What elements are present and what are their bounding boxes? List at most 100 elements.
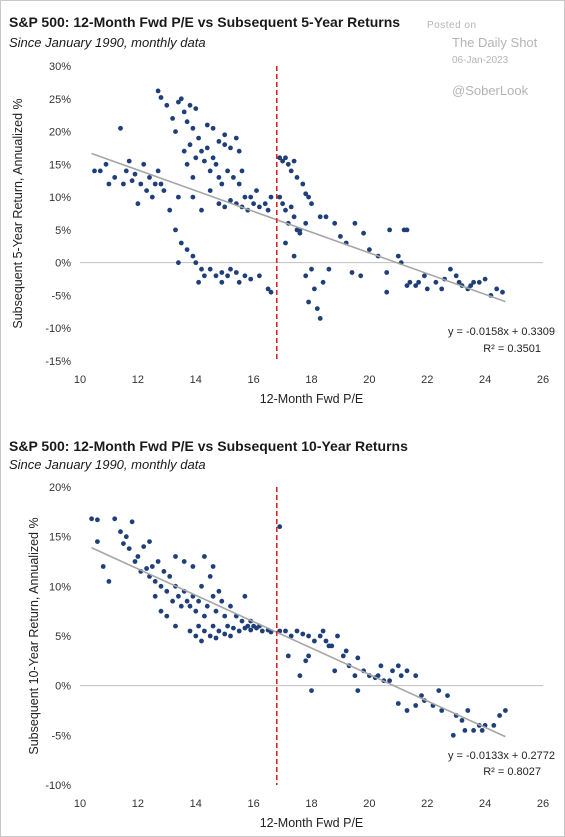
data-point (254, 625, 259, 631)
data-point (291, 214, 297, 220)
data-point (155, 88, 161, 94)
data-point (135, 554, 141, 559)
chart-panel-10y: S&P 500: 12-Month Fwd P/E vs Subsequent … (0, 432, 565, 837)
data-point (251, 201, 256, 207)
data-point (285, 653, 291, 659)
data-point (236, 628, 242, 634)
data-point (118, 529, 123, 535)
data-point (283, 240, 288, 246)
data-point (202, 554, 207, 559)
data-point (245, 623, 251, 629)
data-point (106, 579, 112, 584)
x-tick-label: 12 (132, 374, 144, 386)
data-point (190, 175, 196, 180)
y-tick-label: 20% (49, 482, 71, 494)
y-tick-label: 15% (49, 159, 71, 171)
data-point (170, 116, 176, 121)
data-point (184, 247, 190, 253)
data-point (176, 260, 181, 266)
data-point (199, 266, 204, 272)
data-point (135, 201, 141, 207)
data-point (361, 230, 366, 236)
data-point (398, 673, 404, 679)
data-point (216, 139, 222, 144)
data-point (317, 214, 323, 220)
data-point (158, 583, 164, 589)
data-point (144, 188, 150, 194)
data-point (164, 102, 170, 108)
data-point (236, 279, 242, 285)
data-point (152, 579, 158, 584)
r-squared-label: R² = 0.8027 (483, 766, 541, 778)
data-point (285, 161, 291, 167)
x-tick-label: 24 (479, 798, 491, 810)
data-point (129, 519, 135, 525)
data-point (158, 181, 164, 187)
y-tick-label: -5% (51, 290, 71, 302)
data-point (309, 688, 314, 693)
data-point (184, 161, 190, 167)
data-point (210, 564, 216, 569)
y-tick-label: 25% (49, 94, 71, 106)
data-point (384, 270, 390, 275)
data-point (207, 633, 213, 639)
x-tick-label: 20 (363, 798, 375, 810)
data-point (149, 194, 155, 200)
data-point (471, 728, 476, 733)
data-point (395, 253, 401, 259)
data-point (448, 266, 453, 272)
data-point (280, 201, 285, 207)
data-point (242, 194, 248, 200)
x-tick-label: 26 (537, 798, 549, 810)
data-point (95, 539, 100, 544)
data-point (103, 161, 109, 167)
y-tick-label: 15% (49, 532, 71, 544)
data-point (97, 168, 103, 174)
chart-subtitle: Since January 1990, monthly data (9, 35, 206, 50)
data-point (355, 655, 361, 661)
data-point (404, 283, 410, 288)
data-point (497, 713, 502, 718)
data-point (202, 628, 207, 634)
data-point (265, 286, 271, 292)
data-point (303, 658, 309, 664)
data-point (323, 214, 329, 220)
data-point (89, 516, 94, 522)
data-point (225, 273, 231, 279)
data-point (236, 181, 242, 187)
chart-subtitle: Since January 1990, monthly data (9, 457, 206, 472)
data-point (173, 554, 178, 559)
data-point (147, 539, 152, 544)
data-point (439, 708, 445, 713)
data-point (439, 286, 445, 292)
data-point (254, 188, 259, 194)
data-point (95, 517, 100, 523)
regression-equation: y = -0.0158x + 0.3309 (448, 326, 555, 338)
y-axis-title: Subsequent 10-Year Return, Annualized % (27, 517, 41, 754)
data-point (204, 603, 210, 609)
data-point (196, 598, 202, 604)
data-point (338, 234, 343, 239)
data-point (222, 613, 228, 619)
data-point (222, 204, 228, 210)
data-point (210, 155, 216, 161)
x-axis-title: 12-Month Fwd P/E (260, 392, 364, 406)
y-tick-label: 5% (55, 631, 71, 643)
x-tick-label: 14 (190, 374, 202, 386)
data-point (193, 155, 199, 161)
data-point (419, 693, 424, 698)
x-tick-label: 16 (248, 798, 260, 810)
data-point (207, 574, 213, 579)
data-point (190, 194, 196, 200)
data-point (453, 273, 459, 279)
y-tick-label: -15% (45, 356, 71, 368)
data-point (126, 546, 132, 551)
data-point (277, 194, 283, 200)
x-tick-label: 24 (479, 374, 491, 386)
watermark-posted-on: Posted on (427, 20, 477, 31)
data-point (404, 708, 410, 713)
data-point (332, 220, 338, 226)
data-point (306, 633, 311, 639)
watermark-source: The Daily Shot (452, 35, 538, 50)
data-point (404, 227, 410, 233)
